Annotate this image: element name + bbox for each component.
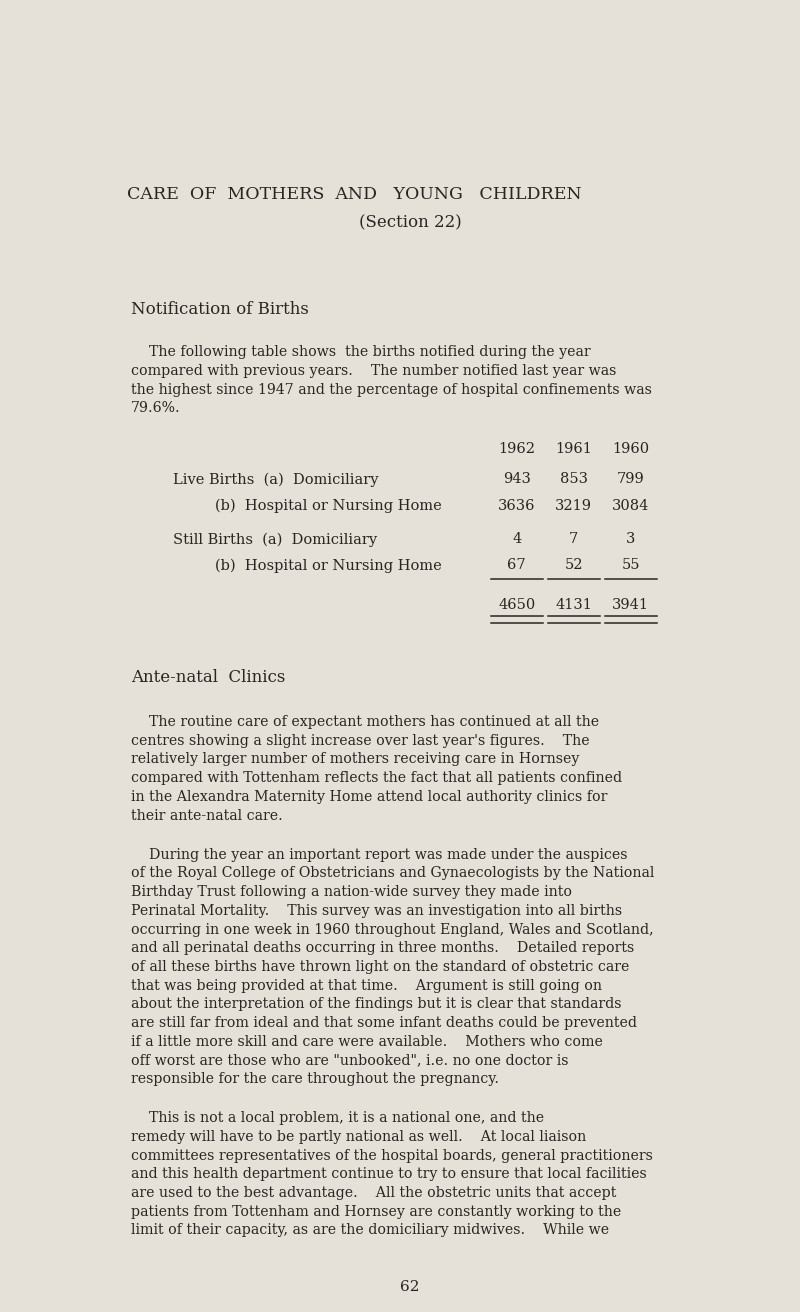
Text: 4: 4 [512, 533, 522, 546]
Text: off worst are those who are "unbooked", i.e. no one doctor is: off worst are those who are "unbooked", … [131, 1054, 569, 1068]
Text: if a little more skill and care were available.    Mothers who come: if a little more skill and care were ava… [131, 1035, 603, 1048]
Text: 3084: 3084 [612, 499, 650, 513]
Text: 1961: 1961 [555, 442, 592, 457]
Text: 3219: 3219 [555, 499, 592, 513]
Text: relatively larger number of mothers receiving care in Hornsey: relatively larger number of mothers rece… [131, 753, 579, 766]
Text: Perinatal Mortality.    This survey was an investigation into all births: Perinatal Mortality. This survey was an … [131, 904, 622, 918]
Text: compared with previous years.    The number notified last year was: compared with previous years. The number… [131, 363, 616, 378]
Text: their ante-natal care.: their ante-natal care. [131, 808, 282, 823]
Text: of all these births have thrown light on the standard of obstetric care: of all these births have thrown light on… [131, 960, 630, 974]
Text: Notification of Births: Notification of Births [131, 300, 309, 318]
Text: 7: 7 [569, 533, 578, 546]
Text: 4131: 4131 [555, 597, 592, 611]
Text: in the Alexandra Maternity Home attend local authority clinics for: in the Alexandra Maternity Home attend l… [131, 790, 607, 804]
Text: Still Births  (a)  Domiciliary: Still Births (a) Domiciliary [173, 533, 378, 547]
Text: 3941: 3941 [612, 597, 650, 611]
Text: 79.6%.: 79.6%. [131, 401, 181, 416]
Text: 62: 62 [400, 1279, 420, 1294]
Text: CARE  OF  MOTHERS  AND   YOUNG   CHILDREN: CARE OF MOTHERS AND YOUNG CHILDREN [127, 186, 582, 203]
Text: 52: 52 [565, 559, 583, 572]
Text: 3636: 3636 [498, 499, 535, 513]
Text: 799: 799 [617, 472, 645, 487]
Text: 853: 853 [560, 472, 588, 487]
Text: (b)  Hospital or Nursing Home: (b) Hospital or Nursing Home [214, 499, 442, 513]
Text: Birthday Trust following a nation-wide survey they made into: Birthday Trust following a nation-wide s… [131, 886, 572, 899]
Text: 55: 55 [622, 559, 640, 572]
Text: 943: 943 [502, 472, 530, 487]
Text: compared with Tottenham reflects the fact that all patients confined: compared with Tottenham reflects the fac… [131, 771, 622, 785]
Text: (Section 22): (Section 22) [358, 214, 462, 231]
Text: During the year an important report was made under the auspices: During the year an important report was … [131, 848, 627, 862]
Text: The following table shows  the births notified during the year: The following table shows the births not… [131, 345, 590, 359]
Text: about the interpretation of the findings but it is clear that standards: about the interpretation of the findings… [131, 997, 622, 1012]
Text: 67: 67 [507, 559, 526, 572]
Text: Ante-natal  Clinics: Ante-natal Clinics [131, 669, 286, 686]
Text: the highest since 1947 and the percentage of hospital confinements was: the highest since 1947 and the percentag… [131, 383, 652, 396]
Text: that was being provided at that time.    Argument is still going on: that was being provided at that time. Ar… [131, 979, 602, 993]
Text: centres showing a slight increase over last year's figures.    The: centres showing a slight increase over l… [131, 733, 590, 748]
Text: patients from Tottenham and Hornsey are constantly working to the: patients from Tottenham and Hornsey are … [131, 1204, 622, 1219]
Text: This is not a local problem, it is a national one, and the: This is not a local problem, it is a nat… [131, 1111, 544, 1126]
Text: Live Births  (a)  Domiciliary: Live Births (a) Domiciliary [173, 472, 378, 487]
Text: responsible for the care throughout the pregnancy.: responsible for the care throughout the … [131, 1072, 499, 1086]
Text: are still far from ideal and that some infant deaths could be prevented: are still far from ideal and that some i… [131, 1015, 637, 1030]
Text: are used to the best advantage.    All the obstetric units that accept: are used to the best advantage. All the … [131, 1186, 616, 1200]
Text: of the Royal College of Obstetricians and Gynaecologists by the National: of the Royal College of Obstetricians an… [131, 866, 654, 880]
Text: and this health department continue to try to ensure that local facilities: and this health department continue to t… [131, 1168, 646, 1181]
Text: 1960: 1960 [612, 442, 650, 457]
Text: (b)  Hospital or Nursing Home: (b) Hospital or Nursing Home [214, 559, 442, 573]
Text: and all perinatal deaths occurring in three months.    Detailed reports: and all perinatal deaths occurring in th… [131, 941, 634, 955]
Text: The routine care of expectant mothers has continued at all the: The routine care of expectant mothers ha… [131, 715, 599, 729]
Text: remedy will have to be partly national as well.    At local liaison: remedy will have to be partly national a… [131, 1130, 586, 1144]
Text: occurring in one week in 1960 throughout England, Wales and Scotland,: occurring in one week in 1960 throughout… [131, 922, 654, 937]
Text: 1962: 1962 [498, 442, 535, 457]
Text: 4650: 4650 [498, 597, 535, 611]
Text: committees representatives of the hospital boards, general practitioners: committees representatives of the hospit… [131, 1149, 653, 1162]
Text: 3: 3 [626, 533, 635, 546]
Text: limit of their capacity, as are the domiciliary midwives.    While we: limit of their capacity, as are the domi… [131, 1224, 609, 1237]
